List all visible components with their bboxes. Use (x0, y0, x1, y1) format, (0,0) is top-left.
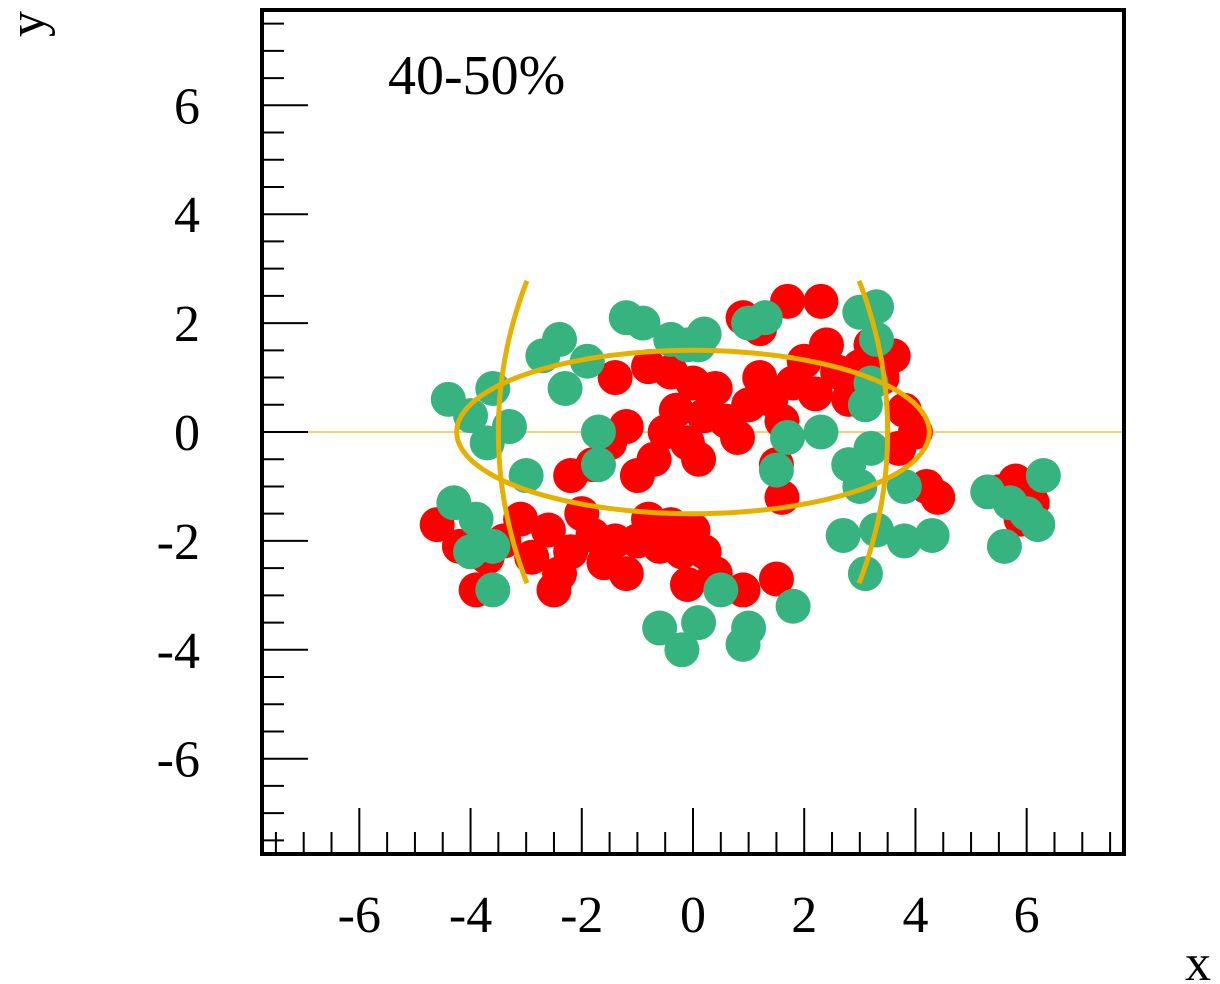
point-red (803, 283, 839, 319)
point-green (725, 626, 761, 662)
points-layer (419, 283, 1061, 668)
point-green (886, 468, 922, 504)
point-green (542, 321, 578, 357)
point-green (681, 327, 717, 363)
ticks-layer (262, 22, 1112, 854)
y-tick-label: -6 (157, 732, 200, 789)
y-tick-label: 2 (174, 296, 200, 353)
point-red (597, 360, 633, 396)
x-axis-title: x (1185, 935, 1211, 984)
point-green (886, 523, 922, 559)
point-red (675, 365, 711, 401)
point-green (758, 452, 794, 488)
x-tick-label: 0 (680, 887, 706, 944)
point-red (719, 419, 755, 455)
x-tick-label: 2 (791, 887, 817, 944)
point-green (847, 387, 883, 423)
point-green (475, 572, 511, 608)
plot-frame (260, 8, 1126, 856)
x-tick-label: 6 (1014, 887, 1040, 944)
tick-labels: -6 -4 -2 0 2 4 6 6 4 2 0 -2 -4 -6 (157, 78, 1040, 944)
point-green (847, 556, 883, 592)
y-tick-label: 0 (174, 405, 200, 462)
point-red (636, 441, 672, 477)
point-red (608, 409, 644, 445)
x-tick-label: -4 (449, 887, 492, 944)
curve-arc-left (495, 279, 530, 585)
point-green (986, 528, 1022, 564)
point-green (703, 572, 739, 608)
point-green (625, 305, 661, 341)
point-green (1025, 458, 1061, 494)
x-tick-label: 4 (902, 887, 928, 944)
point-green (453, 398, 489, 434)
y-axis-title: y (0, 11, 56, 37)
point-green (664, 632, 700, 668)
point-green (475, 528, 511, 564)
point-red (530, 512, 566, 548)
y-tick-label: 6 (174, 78, 200, 135)
point-green (825, 517, 861, 553)
point-green (580, 447, 616, 483)
point-red (608, 556, 644, 592)
x-tick-label: -6 (338, 887, 381, 944)
point-green (547, 370, 583, 406)
x-tick-label: -2 (560, 887, 603, 944)
y-tick-label: 4 (174, 187, 200, 244)
point-red (681, 441, 717, 477)
point-green (458, 501, 494, 537)
point-green (1020, 507, 1056, 543)
point-red (808, 327, 844, 363)
point-green (747, 300, 783, 336)
y-tick-label: -2 (157, 514, 200, 571)
curve-layer (454, 279, 932, 585)
point-green (775, 588, 811, 624)
curve-ellipse (454, 347, 932, 517)
point-green (770, 419, 806, 455)
point-red (797, 376, 833, 412)
point-green (914, 517, 950, 553)
y-tick-label: -4 (157, 623, 200, 680)
point-green (803, 414, 839, 450)
point-green (642, 610, 678, 646)
curve-arc-right (856, 279, 891, 585)
point-red (536, 572, 572, 608)
point-red (658, 392, 694, 428)
point-red (920, 479, 956, 515)
point-green (580, 414, 616, 450)
point-red (758, 561, 794, 597)
annotation-centrality: 40-50% (388, 45, 565, 107)
point-green (681, 605, 717, 641)
point-red (669, 566, 705, 602)
